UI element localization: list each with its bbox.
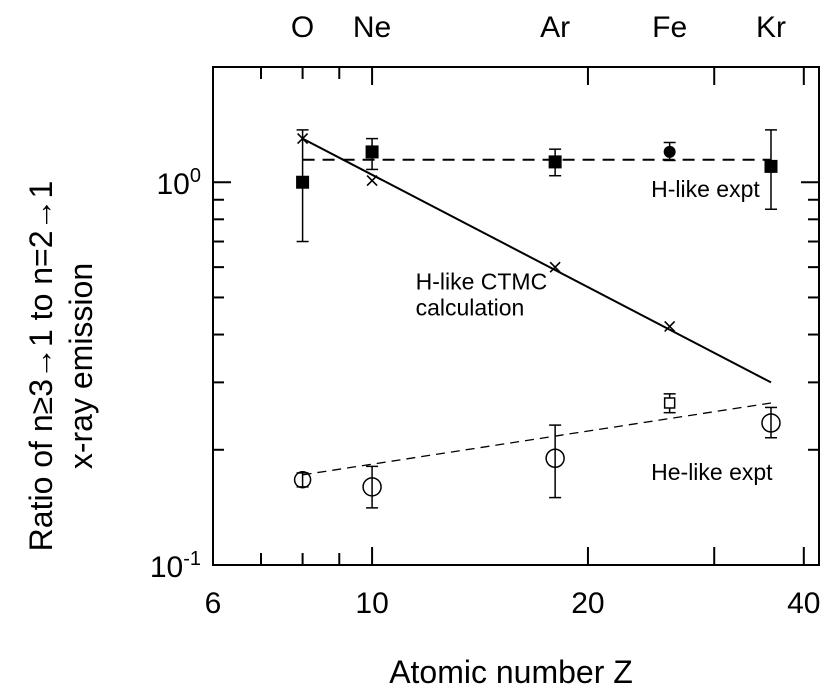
element-labels: O Ne Ar Fe Kr [291, 11, 786, 44]
annotation-label: H-like expt [651, 176, 760, 202]
y-tick-label: 100 [157, 165, 202, 201]
y-tick-exponent: 0 [190, 165, 201, 187]
cross-marker [366, 175, 378, 187]
fit-line-solid [302, 137, 772, 384]
cross-marker [297, 133, 309, 145]
axis-ticks [212, 66, 819, 566]
element-label: Kr [756, 11, 786, 44]
x-axis-title: Atomic number Z [389, 654, 633, 690]
element-label: O [291, 11, 314, 44]
cross-marker [664, 320, 676, 333]
x-tick-label: 10 [355, 587, 388, 620]
filled-square-marker [296, 175, 310, 189]
y-tick-base: 10 [150, 551, 183, 584]
open-circle-marker [362, 477, 382, 497]
filled-square-marker [365, 145, 379, 159]
annotation-label: calculation [416, 295, 525, 321]
element-label: Fe [652, 11, 687, 44]
annotation-label: He-like expt [651, 459, 773, 485]
data-markers [293, 129, 781, 509]
open-circle-marker [545, 448, 565, 469]
annotation-label: H-like CTMC [416, 269, 548, 295]
fit-line-dashed-short [302, 402, 772, 476]
open-square-marker [663, 397, 676, 409]
x-tick-label: 40 [787, 587, 820, 620]
y-tick-exponent: -1 [183, 548, 201, 570]
fit-lines [302, 137, 772, 476]
filled-square-marker [548, 155, 562, 169]
element-label: Ne [353, 11, 391, 44]
open-circle-marker [293, 471, 312, 489]
filled-square-marker [764, 159, 778, 173]
cross-marker [549, 261, 561, 273]
x-tick-label: 20 [571, 587, 604, 620]
y-tick-label: 10-1 [150, 548, 201, 584]
open-circle-marker [761, 413, 781, 433]
y-axis-title-line1: Ratio of n≥3→1 to n=2→1 [23, 181, 59, 552]
y-tick-base: 10 [157, 168, 190, 201]
y-axis-title-line2: x-ray emission [63, 263, 99, 469]
x-tick-label: 6 [205, 587, 222, 620]
element-label: Ar [540, 11, 570, 44]
filled-circle-marker [663, 145, 676, 158]
plot-frame [212, 66, 820, 566]
